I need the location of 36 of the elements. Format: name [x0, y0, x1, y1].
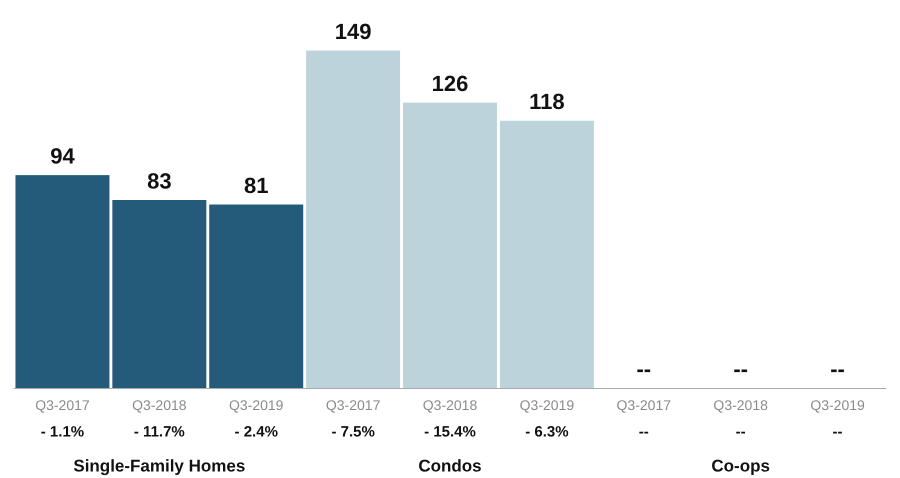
- data-label: 94: [50, 144, 76, 169]
- x-tick-label: Q3-2019: [520, 397, 574, 413]
- data-label: 81: [244, 173, 268, 198]
- x-tick-label: Q3-2018: [713, 397, 768, 413]
- text: --: [636, 356, 652, 382]
- data-label: 118: [529, 89, 565, 114]
- text: --: [733, 356, 748, 382]
- text: --: [638, 424, 649, 440]
- text: - 11.7%: [134, 424, 185, 440]
- bar: [15, 175, 110, 388]
- bar: [306, 50, 400, 388]
- data-label: 149: [334, 19, 372, 44]
- text: --: [736, 424, 746, 440]
- x-tick-label: Q3-2019: [228, 397, 284, 413]
- x-tick-label: Q3-2018: [132, 397, 187, 413]
- x-tick-label: Q3-2017: [326, 397, 381, 413]
- text: - 2.4%: [234, 424, 278, 440]
- text: --: [832, 424, 843, 440]
- data-label: 126: [432, 71, 468, 96]
- data-label: 83: [147, 168, 172, 194]
- text: Condos: [418, 456, 482, 476]
- x-tick-label: Q3-2017: [35, 397, 90, 413]
- x-tick-label: Q3-2017: [616, 397, 672, 413]
- x-tick-label: Q3-2018: [422, 397, 478, 413]
- text: Single-Family Homes: [73, 456, 246, 476]
- bar: [209, 204, 304, 388]
- text: --: [830, 356, 845, 382]
- text: - 7.5%: [331, 424, 375, 440]
- bar: [112, 200, 206, 388]
- bar: [500, 120, 594, 388]
- text: - 15.4%: [424, 424, 476, 440]
- text: - 1.1%: [40, 424, 84, 440]
- text: - 6.3%: [525, 424, 569, 440]
- x-tick-label: Q3-2019: [810, 397, 866, 413]
- bar: [403, 102, 497, 388]
- text: Co-ops: [711, 456, 770, 476]
